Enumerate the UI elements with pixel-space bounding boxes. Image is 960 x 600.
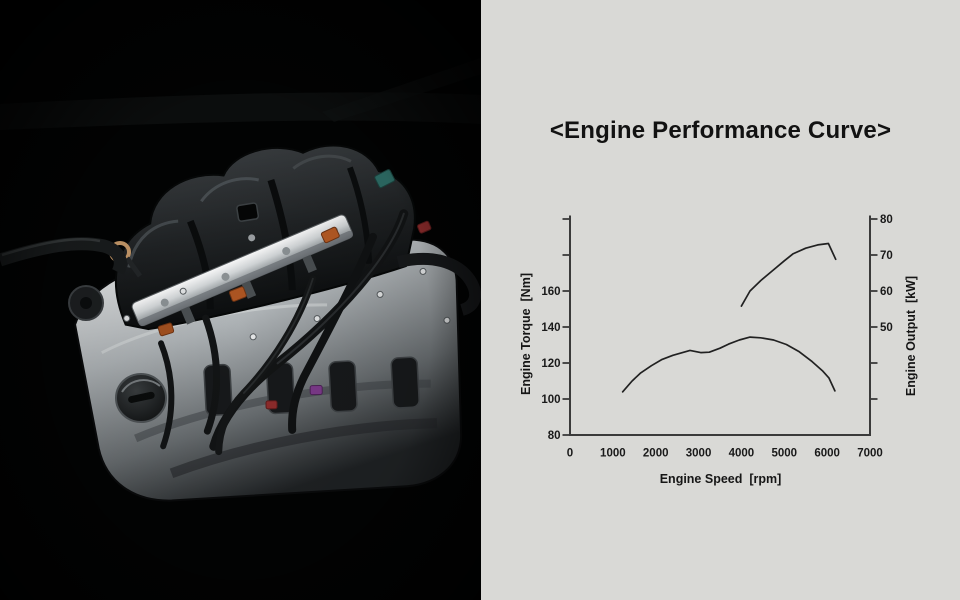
- engine-illustration: [0, 0, 481, 600]
- left-axis-tick-label: 80: [548, 430, 561, 442]
- torque-curve: [621, 336, 836, 393]
- left-axis-tick-label: 120: [541, 358, 560, 370]
- x-axis-tick-label: 3000: [686, 448, 712, 460]
- right-axis-tick-label: 70: [880, 250, 893, 262]
- x-axis-tick-label: 6000: [814, 448, 840, 460]
- vignette: [0, 0, 481, 600]
- left-axis-tick-label: 160: [541, 286, 560, 298]
- x-axis-tick-label: 5000: [771, 448, 797, 460]
- right-axis-tick-label: 60: [880, 286, 893, 298]
- left-y-axis-title: Engine Torque [Nm]: [519, 273, 533, 395]
- x-axis-tick-label: 0: [567, 448, 573, 460]
- right-axis-tick-label: 80: [880, 214, 893, 226]
- chart-axes: [569, 215, 871, 436]
- x-axis-title: Engine Speed [rpm]: [659, 472, 782, 486]
- x-axis-tick-label: 7000: [857, 448, 883, 460]
- performance-chart-panel: <Engine Performance Curve> 80 100 120 140 16…: [481, 0, 960, 600]
- right-axis-tick-label: 50: [880, 322, 893, 334]
- x-axis-tick-label: 1000: [600, 448, 626, 460]
- left-axis-tick-label: 100: [541, 394, 560, 406]
- right-y-axis-title: Engine Output [kW]: [904, 275, 918, 397]
- left-axis-tick-label: 140: [541, 322, 560, 334]
- output-curve: [740, 242, 837, 307]
- x-axis-tick-label: 2000: [643, 448, 669, 460]
- chart-title: <Engine Performance Curve>: [549, 117, 892, 144]
- x-axis-tick-label: 4000: [729, 448, 755, 460]
- engine-photo: [0, 0, 481, 600]
- performance-chart: 80 100 120 140 160 50 60 70 80 0 1000 2000 3000 4000 5…: [541, 214, 893, 460]
